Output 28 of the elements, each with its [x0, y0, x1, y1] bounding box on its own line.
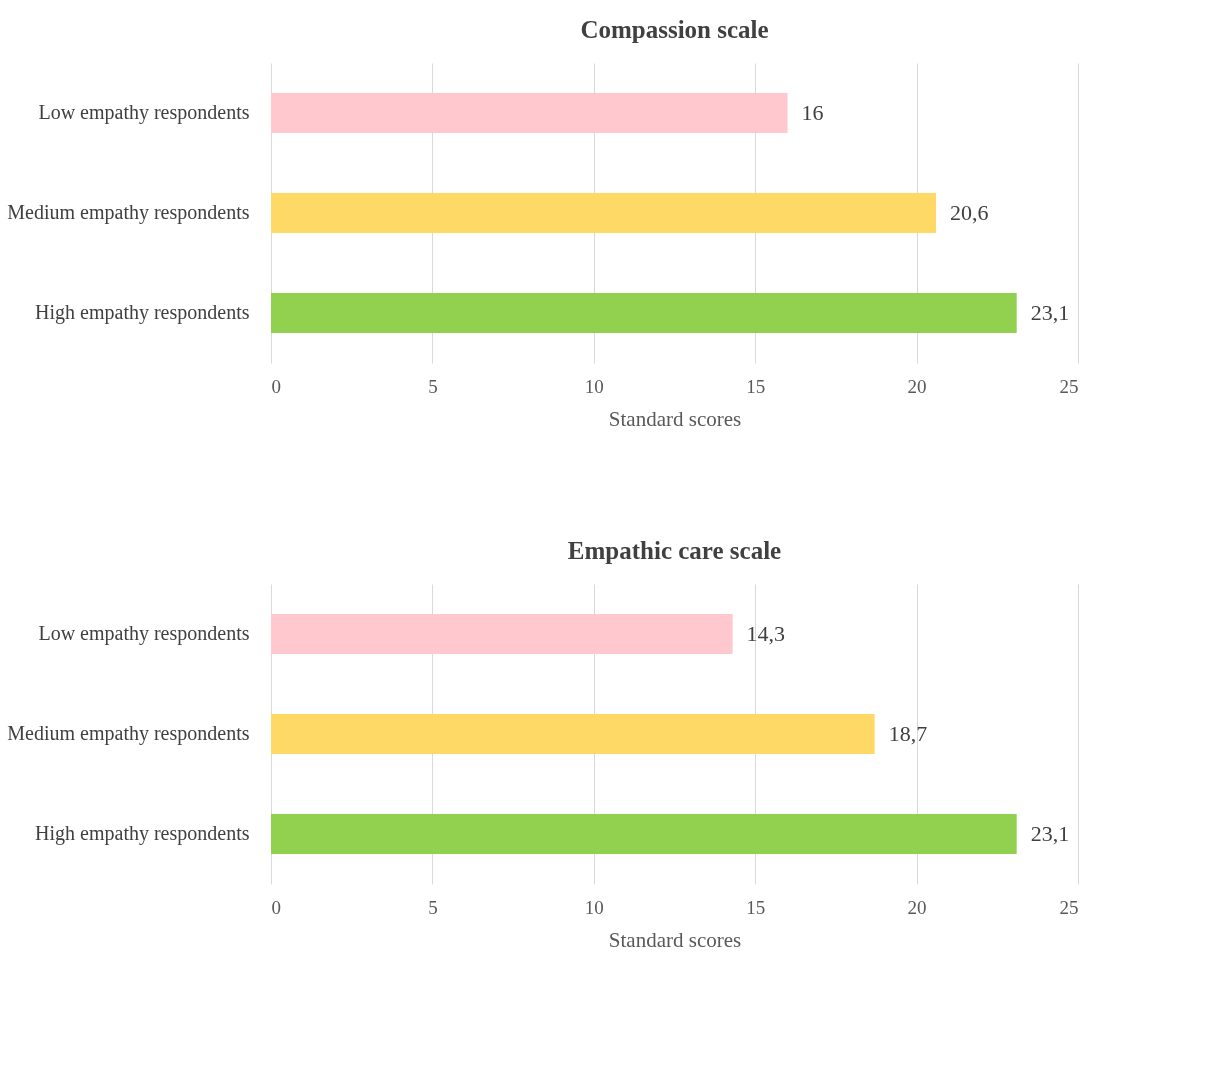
data-label: 16	[801, 100, 824, 125]
x-axis-title: Standard scores	[608, 927, 742, 952]
x-tick-label: 15	[746, 375, 766, 397]
x-tick-label: 15	[746, 896, 766, 918]
y-tick-label: High empathy respondents	[35, 301, 250, 324]
x-tick-label: 0	[271, 896, 281, 918]
chart-title: Empathic care scale	[567, 537, 782, 564]
y-tick-label: High empathy respondents	[35, 822, 250, 845]
y-tick-label: Low empathy respondents	[38, 101, 250, 124]
data-label: 20,6	[949, 200, 989, 225]
x-tick-label: 5	[428, 375, 438, 397]
x-tick-label: 20	[907, 375, 927, 397]
x-tick-label: 0	[271, 375, 281, 397]
chart-title: Compassion scale	[580, 16, 769, 43]
x-tick-label: 10	[584, 896, 604, 918]
data-label: 23,1	[1030, 821, 1070, 846]
y-tick-label: Medium empathy respondents	[7, 722, 250, 745]
x-axis-title: Standard scores	[608, 406, 742, 431]
x-tick-label: 5	[428, 896, 438, 918]
y-tick-label: Low empathy respondents	[38, 622, 250, 645]
x-tick-label: 25	[1059, 896, 1079, 918]
y-tick-label: Medium empathy respondents	[7, 201, 250, 224]
x-tick-label: 10	[584, 375, 604, 397]
x-tick-label: 25	[1059, 375, 1079, 397]
data-label: 18,7	[888, 721, 928, 746]
data-label: 23,1	[1030, 300, 1070, 325]
x-tick-label: 20	[907, 896, 927, 918]
data-label: 14,3	[746, 621, 786, 646]
